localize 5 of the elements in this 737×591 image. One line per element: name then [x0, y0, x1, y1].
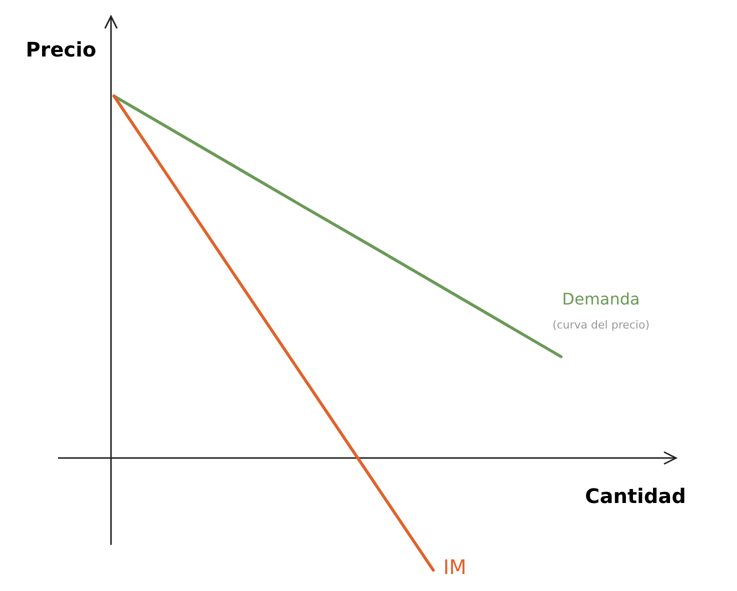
annotation: (curva del precio): [552, 318, 650, 332]
y-axis-title: Precio: [26, 37, 96, 62]
series-label: IM: [443, 555, 466, 580]
text: Demanda: [562, 290, 640, 309]
x-axis-title: Cantidad: [585, 484, 686, 508]
